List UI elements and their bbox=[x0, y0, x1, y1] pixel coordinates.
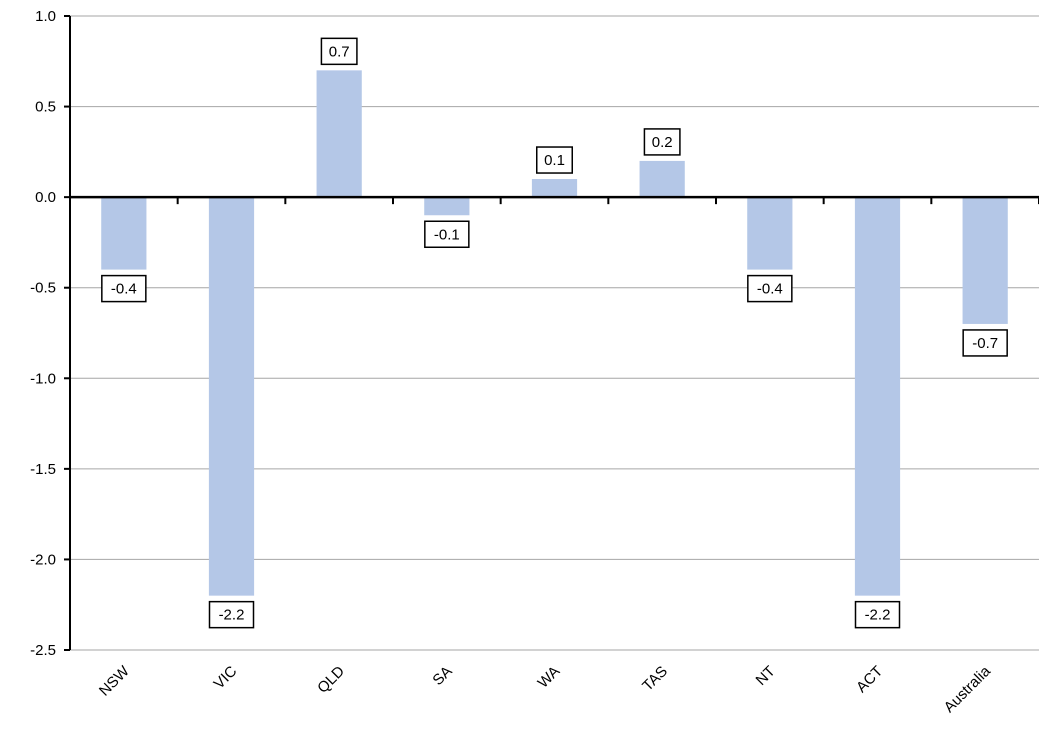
bar-sa bbox=[424, 197, 470, 216]
data-label: -0.7 bbox=[962, 329, 1008, 357]
data-label: -0.4 bbox=[747, 274, 793, 303]
data-label-box bbox=[424, 220, 470, 249]
category-label: TAS bbox=[639, 663, 671, 695]
y-tick-label: 0.0 bbox=[35, 189, 56, 206]
data-label-text: 0.7 bbox=[329, 43, 350, 60]
data-label-text: -0.7 bbox=[972, 335, 998, 352]
data-label: -0.4 bbox=[101, 274, 147, 303]
category-label: NSW bbox=[96, 662, 133, 699]
data-label-box bbox=[854, 600, 901, 629]
data-label-box bbox=[536, 146, 573, 174]
y-tick-label: -2.0 bbox=[30, 551, 56, 568]
data-label-box bbox=[320, 37, 358, 66]
data-label: -0.1 bbox=[424, 220, 470, 249]
bar-vic bbox=[208, 197, 255, 596]
bar-act bbox=[854, 197, 901, 596]
data-label: 0.2 bbox=[643, 128, 681, 156]
category-label: VIC bbox=[211, 663, 241, 693]
y-tick-label: 0.5 bbox=[35, 99, 56, 116]
data-label-text: -0.4 bbox=[111, 281, 137, 298]
y-tick-label: -2.5 bbox=[30, 642, 56, 659]
bar-nt bbox=[747, 197, 793, 270]
bar-qld bbox=[316, 70, 362, 198]
bar-wa bbox=[531, 179, 578, 198]
data-label-box bbox=[643, 128, 681, 156]
y-tick-label: 1.0 bbox=[35, 8, 56, 25]
data-label: -2.2 bbox=[854, 600, 901, 629]
bar-nsw bbox=[101, 197, 147, 270]
category-label: WA bbox=[535, 663, 564, 692]
data-label-text: -0.1 bbox=[434, 226, 460, 243]
category-label: Australia bbox=[941, 662, 995, 716]
data-label-text: 0.1 bbox=[544, 152, 565, 169]
data-label-box bbox=[101, 274, 147, 303]
data-label-text: -2.2 bbox=[219, 607, 245, 624]
data-labels: -0.4 -2.2 0.7 -0.1 0.1 0.2 -0.4 -2.2 -0.7 bbox=[101, 37, 1008, 629]
data-label: -2.2 bbox=[208, 600, 255, 629]
axes bbox=[64, 15, 1039, 651]
bars bbox=[101, 70, 1008, 596]
data-label-box bbox=[208, 600, 255, 629]
category-label: SA bbox=[429, 663, 455, 689]
data-label-text: -2.2 bbox=[865, 607, 891, 624]
data-label-box bbox=[747, 274, 793, 303]
category-label: ACT bbox=[853, 663, 886, 696]
category-labels: NSW VIC QLD SA WA TAS NT ACT Australia bbox=[96, 662, 995, 716]
data-label-text: 0.2 bbox=[652, 134, 673, 151]
bar-tas bbox=[639, 160, 685, 198]
y-tick-label: -1.0 bbox=[30, 370, 56, 387]
category-label: NT bbox=[752, 663, 778, 689]
data-label: 0.1 bbox=[536, 146, 573, 174]
data-label-text: -0.4 bbox=[757, 281, 783, 298]
y-tick-label: -0.5 bbox=[30, 280, 56, 297]
data-label: 0.7 bbox=[320, 37, 358, 66]
y-tick-label: -1.5 bbox=[30, 461, 56, 478]
data-label-box bbox=[962, 329, 1008, 357]
category-label: QLD bbox=[314, 663, 348, 697]
y-tick-labels: 1.0 0.5 0.0 -0.5 -1.0 -1.5 -2.0 -2.5 bbox=[30, 8, 56, 659]
bar-australia bbox=[962, 197, 1008, 324]
